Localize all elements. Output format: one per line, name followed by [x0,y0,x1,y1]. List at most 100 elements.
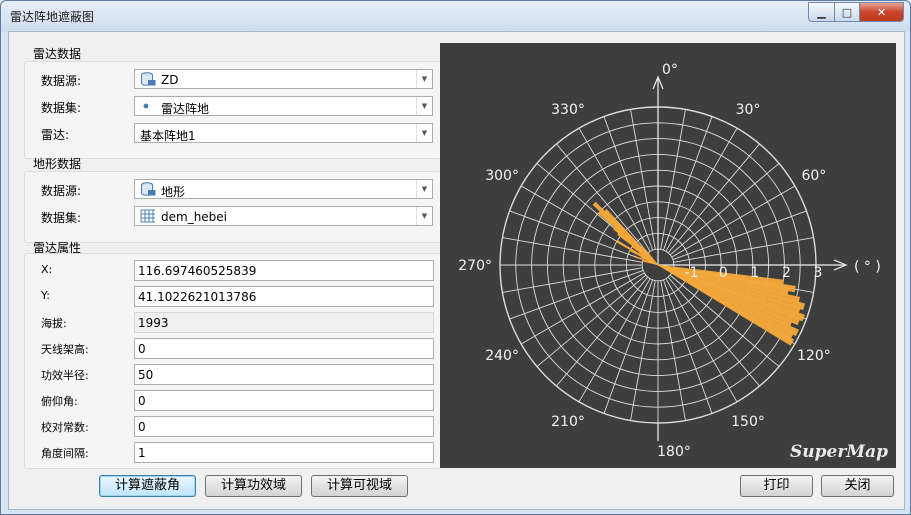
maximize-button[interactable]: □ [835,2,860,22]
field-label-interval: 角度间隔: [41,447,89,460]
grid-spoke [578,278,651,403]
calc-mask-button[interactable]: 计算遮蔽角 [99,475,196,497]
polar-chart-svg: 0° 30° 60° 120° 150° 180° 210° 240° 270° 300° 330°… [458,62,881,460]
grid-spoke [536,274,647,367]
radar-dataset-value: 雷达阵地 [161,102,210,116]
close-button[interactable]: 关闭 [821,475,894,497]
angle-label: 150° [731,414,765,430]
angle-label: 30° [736,102,761,118]
title-bar: 雷达阵地遮蔽图 ▁ □ ✕ [1,1,910,31]
radar-data-group: 雷达数据 数据源: ZD ▼ 数据集: 雷达阵地 ▼ 雷达: 基本阵地1 ▼ [24,42,441,159]
grid-spoke [662,116,713,251]
field-label-antenna: 天线架高: [41,343,89,356]
calc-effect-button[interactable]: 计算功效域 [205,475,302,497]
grid-spoke [671,185,796,258]
north-arrow-icon [652,75,664,90]
grid-spoke [665,127,738,252]
field-input-pitch[interactable]: 0 [134,390,434,411]
radial-unit-label: ( ° ) [854,259,881,275]
minimize-button[interactable]: ▁ [808,2,835,22]
angle-label: 0° [662,62,678,78]
field-input-antenna[interactable]: 0 [134,338,434,359]
angle-label: 210° [551,414,585,430]
datasource-icon [141,72,156,86]
window-controls: ▁ □ ✕ [808,2,904,22]
grid-spoke [673,237,814,263]
data-bar [657,264,795,346]
datasource-icon [141,182,156,196]
supermap-logo: SuperMap [789,442,888,462]
field-label-y: Y: [41,289,50,302]
grid-spoke [603,279,654,414]
grid-spoke [603,116,654,251]
terrain-dataset-combo[interactable]: dem_hebei ▼ [134,206,433,226]
grid-spoke [667,143,760,254]
minimize-icon: ▁ [817,5,826,19]
angle-label: 120° [797,348,831,364]
radar-props-title: 雷达属性 [33,241,82,255]
grid-spoke [669,163,780,256]
window-title: 雷达阵地遮蔽图 [10,10,95,24]
field-label-pitch: 俯仰角: [41,395,78,408]
terrain-dataset-label: 数据集: [41,211,82,225]
chevron-down-icon: ▼ [416,180,432,198]
close-icon: ✕ [876,5,887,19]
angle-label: 240° [485,348,519,364]
radial-tick-label: 3 [814,265,823,281]
grid-spoke [662,279,713,414]
dialog-client: 雷达数据 数据源: ZD ▼ 数据集: 雷达阵地 ▼ 雷达: 基本阵地1 ▼ 地… [8,31,905,510]
grid-spoke [578,127,651,252]
field-input-calib[interactable]: 0 [134,416,434,437]
radar-dataset-combo[interactable]: 雷达阵地 ▼ [134,96,433,116]
grid-spoke [660,280,686,421]
field-input-y[interactable]: 41.1022621013786 [134,286,434,307]
angle-label: 180° [657,444,691,460]
radar-dataset-label: 数据集: [41,101,82,115]
field-input-interval[interactable]: 1 [134,442,434,463]
radar-datasource-combo[interactable]: ZD ▼ [134,69,433,89]
radial-tick-label: 0 [719,265,728,281]
grid-spoke [509,210,644,261]
radar-select-combo[interactable]: 基本阵地1 ▼ [134,123,433,143]
chevron-down-icon: ▼ [416,70,432,88]
chevron-down-icon: ▼ [416,124,432,142]
point-dataset-icon [143,103,149,109]
radial-tick-label: 1 [750,265,759,281]
grid-spoke [669,274,780,367]
grid-spoke [556,143,649,254]
radar-select-value: 基本阵地1 [140,129,196,143]
grid-spoke [630,280,656,421]
terrain-datasource-value: 地形 [161,185,186,199]
grid-spoke [630,109,656,250]
grid-spoke [556,276,649,387]
field-label-elevation: 海拔: [41,317,67,330]
radial-arrow-icon [833,259,848,271]
data-bar [647,252,659,266]
calc-visible-button[interactable]: 计算可视域 [311,475,408,497]
angle-label: 330° [551,102,585,118]
terrain-data-title: 地形数据 [33,157,82,171]
radar-data-title: 雷达数据 [33,47,82,61]
radial-tick-label: 2 [782,265,791,281]
field-input-radius[interactable]: 50 [134,364,434,385]
print-button[interactable]: 打印 [740,475,813,497]
polar-chart: 0° 30° 60° 120° 150° 180° 210° 240° 270° 300° 330°… [440,43,896,468]
field-label-x: X: [41,263,53,276]
field-label-calib: 校对常数: [41,421,89,434]
grid-spoke [520,272,645,345]
maximize-icon: □ [841,5,853,19]
grid-spoke [672,210,807,261]
chevron-down-icon: ▼ [416,207,432,225]
terrain-dataset-value: dem_hebei [161,210,228,224]
grid-spoke [502,237,643,263]
angle-label: 60° [801,168,826,184]
grid-spoke [502,267,643,293]
grid-dataset-icon [140,209,155,223]
field-input-x[interactable]: 116.697460525839 [134,260,434,281]
close-window-button[interactable]: ✕ [860,2,904,22]
grid-spoke [509,269,644,320]
terrain-datasource-combo[interactable]: 地形 ▼ [134,179,433,199]
terrain-datasource-label: 数据源: [41,184,82,198]
chevron-down-icon: ▼ [416,97,432,115]
